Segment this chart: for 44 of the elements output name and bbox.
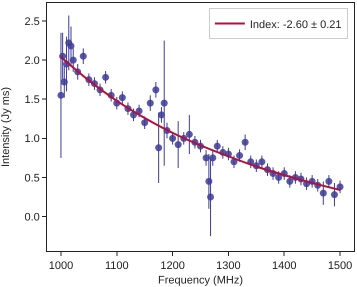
- point: [209, 154, 216, 162]
- point: [320, 190, 327, 197]
- point: [236, 152, 244, 160]
- point: [286, 178, 294, 185]
- point: [158, 111, 165, 118]
- point: [205, 178, 212, 185]
- point: [214, 142, 221, 150]
- point: [330, 191, 338, 198]
- y-tick-label: 1.5: [24, 94, 40, 106]
- y-tick-label: 0.0: [24, 211, 40, 224]
- point: [141, 119, 148, 126]
- point: [57, 92, 64, 99]
- point: [70, 56, 77, 64]
- point: [160, 100, 168, 107]
- point: [174, 141, 182, 148]
- x-tick-label: 1300: [216, 260, 241, 272]
- point: [60, 78, 68, 86]
- point: [186, 130, 193, 138]
- point: [80, 52, 87, 60]
- point: [146, 100, 154, 107]
- x-tick-label: 1400: [272, 260, 296, 272]
- point: [102, 74, 110, 81]
- point: [275, 174, 282, 181]
- y-tick-label: 2.5: [24, 16, 40, 28]
- point: [169, 134, 176, 142]
- point: [202, 154, 210, 162]
- x-tick-label: 1500: [328, 260, 352, 272]
- y-axis-title: Intensity (Jy ms): [0, 86, 12, 168]
- y-tick-label: 0.5: [24, 172, 40, 184]
- point: [152, 86, 160, 94]
- point: [118, 94, 126, 102]
- point: [155, 144, 162, 152]
- legend-label: Index: -2.60 ± 0.21: [250, 18, 342, 31]
- point: [207, 194, 214, 201]
- point: [325, 178, 332, 185]
- x-axis-title: Frequency (MHz): [158, 274, 243, 286]
- y-tick-label: 2.0: [24, 54, 40, 67]
- x-tick-label: 1100: [104, 260, 129, 272]
- x-tick-label: 1000: [48, 260, 74, 272]
- point: [258, 158, 266, 166]
- point: [68, 42, 74, 50]
- point: [242, 138, 249, 146]
- y-tick-label: 1.0: [24, 133, 40, 146]
- x-tick-label: 1200: [160, 260, 185, 272]
